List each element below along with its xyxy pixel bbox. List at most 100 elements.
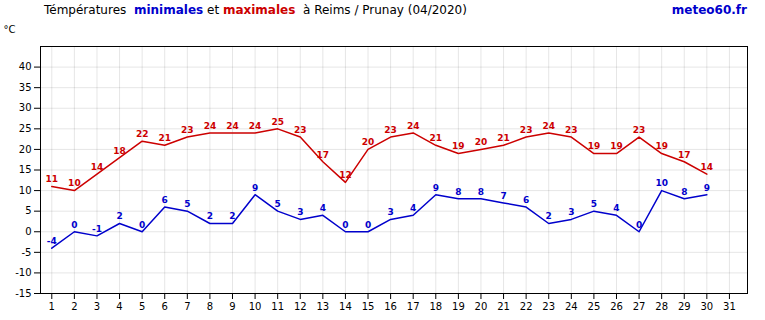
svg-text:24: 24: [226, 121, 239, 131]
svg-text:4: 4: [613, 203, 619, 213]
svg-text:6: 6: [523, 195, 529, 205]
svg-text:30: 30: [700, 301, 713, 312]
svg-text:20: 20: [475, 137, 488, 147]
svg-text:31: 31: [723, 301, 736, 312]
svg-text:24: 24: [565, 301, 578, 312]
svg-text:14: 14: [701, 162, 714, 172]
svg-text:3: 3: [94, 301, 100, 312]
svg-text:0: 0: [25, 226, 31, 237]
svg-text:24: 24: [407, 121, 420, 131]
svg-text:-5: -5: [22, 247, 32, 258]
svg-text:20: 20: [475, 301, 488, 312]
svg-text:-4: -4: [47, 236, 57, 246]
svg-text:20: 20: [19, 144, 32, 155]
svg-text:5: 5: [139, 301, 145, 312]
svg-text:5: 5: [275, 199, 281, 209]
svg-text:23: 23: [520, 125, 533, 135]
svg-text:9: 9: [252, 183, 258, 193]
svg-text:3: 3: [297, 207, 303, 217]
svg-text:4: 4: [410, 203, 416, 213]
svg-text:5: 5: [25, 205, 31, 216]
svg-text:21: 21: [158, 133, 171, 143]
svg-text:5: 5: [184, 199, 190, 209]
svg-text:20: 20: [362, 137, 375, 147]
svg-text:7: 7: [184, 301, 190, 312]
svg-text:2: 2: [229, 211, 235, 221]
svg-text:24: 24: [204, 121, 217, 131]
svg-text:8: 8: [681, 187, 687, 197]
svg-text:10: 10: [19, 185, 32, 196]
svg-text:15: 15: [19, 164, 32, 175]
svg-text:18: 18: [429, 301, 442, 312]
svg-text:21: 21: [497, 133, 510, 143]
svg-text:30: 30: [19, 102, 32, 113]
svg-text:0: 0: [139, 220, 145, 230]
svg-text:-1: -1: [92, 224, 102, 234]
svg-text:19: 19: [452, 301, 465, 312]
svg-text:23: 23: [542, 301, 555, 312]
svg-text:19: 19: [452, 141, 465, 151]
svg-text:10: 10: [68, 178, 81, 188]
svg-text:3: 3: [387, 207, 393, 217]
svg-text:6: 6: [162, 195, 168, 205]
svg-text:8: 8: [455, 187, 461, 197]
svg-text:19: 19: [655, 141, 668, 151]
svg-text:22: 22: [136, 129, 149, 139]
svg-text:2: 2: [207, 211, 213, 221]
svg-text:28: 28: [655, 301, 668, 312]
svg-text:9: 9: [229, 301, 235, 312]
svg-text:17: 17: [678, 150, 691, 160]
svg-text:23: 23: [181, 125, 194, 135]
svg-text:26: 26: [610, 301, 623, 312]
svg-text:4: 4: [320, 203, 326, 213]
svg-text:16: 16: [384, 301, 397, 312]
svg-text:29: 29: [678, 301, 691, 312]
svg-text:19: 19: [588, 141, 601, 151]
svg-text:23: 23: [384, 125, 397, 135]
svg-text:10: 10: [249, 301, 262, 312]
svg-text:11: 11: [46, 174, 59, 184]
svg-text:25: 25: [19, 123, 32, 134]
svg-text:35: 35: [19, 82, 32, 93]
svg-text:19: 19: [610, 141, 623, 151]
svg-text:21: 21: [497, 301, 510, 312]
svg-text:6: 6: [162, 301, 168, 312]
svg-text:23: 23: [565, 125, 578, 135]
svg-text:25: 25: [271, 117, 284, 127]
svg-text:8: 8: [207, 301, 213, 312]
svg-text:24: 24: [542, 121, 555, 131]
svg-text:0: 0: [71, 220, 77, 230]
svg-text:23: 23: [294, 125, 307, 135]
svg-text:24: 24: [249, 121, 262, 131]
svg-text:17: 17: [407, 301, 420, 312]
svg-text:-10: -10: [15, 267, 31, 278]
svg-text:1: 1: [49, 301, 55, 312]
svg-text:3: 3: [568, 207, 574, 217]
svg-text:9: 9: [433, 183, 439, 193]
svg-text:2: 2: [116, 211, 122, 221]
svg-text:14: 14: [339, 301, 352, 312]
svg-text:13: 13: [316, 301, 329, 312]
svg-text:-15: -15: [15, 288, 31, 299]
svg-text:2: 2: [546, 211, 552, 221]
svg-text:27: 27: [633, 301, 646, 312]
svg-text:4: 4: [116, 301, 122, 312]
svg-text:21: 21: [430, 133, 443, 143]
svg-text:2: 2: [71, 301, 77, 312]
svg-text:7: 7: [500, 191, 506, 201]
svg-text:25: 25: [588, 301, 601, 312]
svg-text:40: 40: [19, 61, 32, 72]
svg-text:22: 22: [520, 301, 533, 312]
svg-text:12: 12: [294, 301, 307, 312]
svg-text:15: 15: [362, 301, 375, 312]
svg-text:17: 17: [317, 150, 330, 160]
svg-text:8: 8: [478, 187, 484, 197]
svg-text:23: 23: [633, 125, 646, 135]
svg-text:10: 10: [655, 178, 668, 188]
svg-text:0: 0: [365, 220, 371, 230]
svg-text:14: 14: [91, 162, 104, 172]
svg-text:11: 11: [271, 301, 284, 312]
svg-text:0: 0: [636, 220, 642, 230]
svg-text:°C: °C: [4, 24, 16, 35]
svg-text:9: 9: [704, 183, 710, 193]
